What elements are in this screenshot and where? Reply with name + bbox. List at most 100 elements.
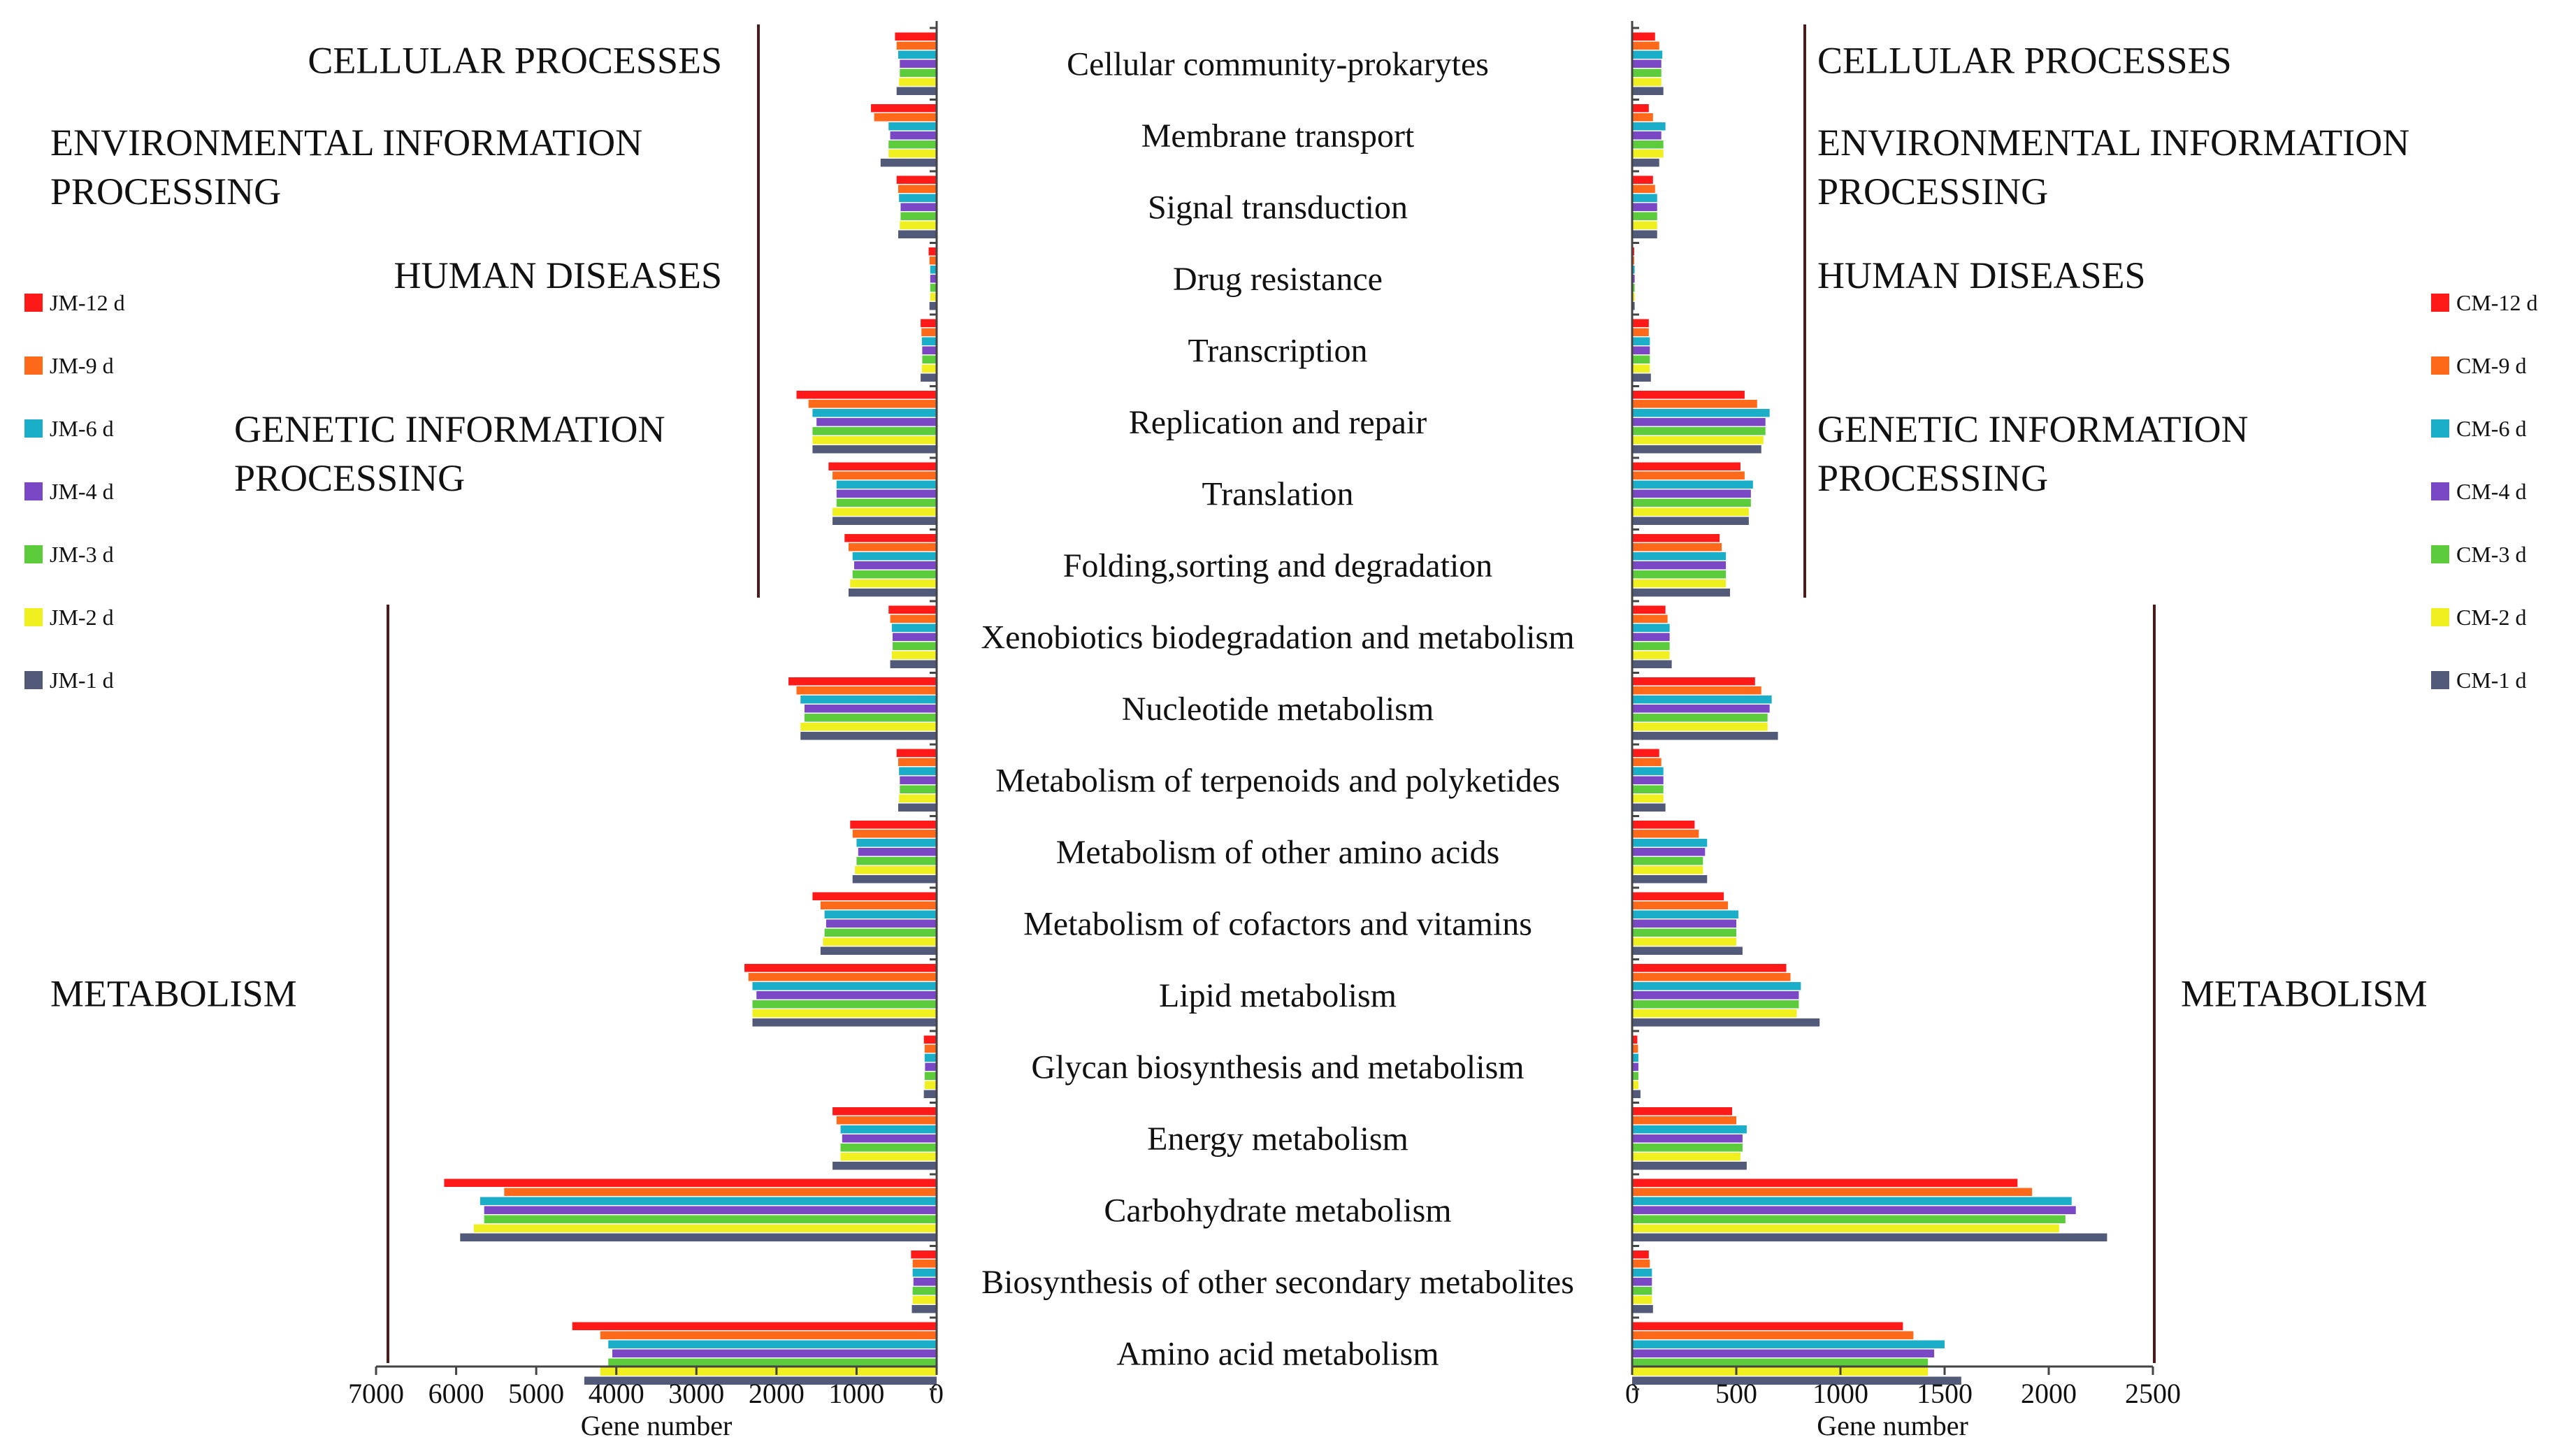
legend-swatch-jm-6-d xyxy=(24,419,43,438)
bar-cm-9-d-carbohydrate-metabolism xyxy=(1632,1188,2033,1196)
bar-cm-6-d-metabolism-of-terpenoids-and-polyketides xyxy=(1632,767,1664,775)
bar-jm-12-d-glycan-biosynthesis-and-metabolism xyxy=(923,1035,937,1044)
x-tick-label-right-2500: 2500 xyxy=(2125,1378,2181,1409)
bar-cm-4-d-amino-acid-metabolism xyxy=(1632,1349,1935,1357)
bar-jm-1-d-replication-and-repair xyxy=(812,445,937,454)
bar-cm-1-d-lipid-metabolism xyxy=(1632,1018,1820,1027)
bar-cm-3-d-cellular-community-prokarytes xyxy=(1632,69,1662,77)
bar-jm-9-d-replication-and-repair xyxy=(808,400,937,408)
legend-swatch-cm-9-d xyxy=(2431,356,2449,375)
category-label-transcription: Transcription xyxy=(1188,332,1368,369)
bar-jm-12-d-transcription xyxy=(921,319,937,327)
bar-jm-2-d-drug-resistance xyxy=(930,293,937,301)
x-tick-label-left-4000: 4000 xyxy=(589,1378,644,1409)
bar-jm-9-d-biosynthesis-of-other-secondary-metabolites xyxy=(912,1260,937,1268)
bar-jm-6-d-replication-and-repair xyxy=(812,409,937,417)
bar-jm-4-d-metabolism-of-terpenoids-and-polyketides xyxy=(900,776,937,784)
bar-cm-1-d-transcription xyxy=(1632,373,1651,382)
bar-jm-9-d-transcription xyxy=(921,328,937,336)
bar-jm-3-d-transcription xyxy=(922,355,937,363)
bar-cm-12-d-membrane-transport xyxy=(1632,104,1649,113)
bar-cm-6-d-metabolism-of-cofactors-and-vitamins xyxy=(1632,910,1738,918)
bar-cm-4-d-replication-and-repair xyxy=(1632,418,1766,426)
bar-jm-6-d-energy-metabolism xyxy=(840,1125,937,1134)
bar-jm-2-d-transcription xyxy=(921,364,937,373)
bar-cm-9-d-nucleotide-metabolism xyxy=(1632,686,1761,695)
x-tick-label-left-2000: 2000 xyxy=(749,1378,805,1409)
bar-cm-4-d-nucleotide-metabolism xyxy=(1632,705,1770,713)
bar-cm-9-d-glycan-biosynthesis-and-metabolism xyxy=(1632,1044,1638,1053)
bar-jm-4-d-folding-sorting-and-degradation xyxy=(853,561,937,570)
group-label-right-environmental-information-processing: ENVIRONMENTAL INFORMATION PROCESSING xyxy=(1817,122,2409,212)
x-tick-label-left-0: 0 xyxy=(930,1378,944,1409)
bar-cm-6-d-lipid-metabolism xyxy=(1632,982,1801,990)
bar-jm-3-d-nucleotide-metabolism xyxy=(804,714,937,722)
group-label-left-human-diseases: HUMAN DISEASES xyxy=(394,254,722,296)
legend-label-jm-6-d: JM-6 d xyxy=(50,416,114,441)
bar-jm-1-d-lipid-metabolism xyxy=(752,1018,937,1027)
bar-cm-3-d-drug-resistance xyxy=(1632,284,1635,292)
group-label-right-metabolism: METABOLISM xyxy=(2181,972,2428,1014)
bar-cm-2-d-membrane-transport xyxy=(1632,150,1664,158)
bar-jm-9-d-carbohydrate-metabolism xyxy=(504,1188,937,1196)
legend-label-cm-1-d: CM-1 d xyxy=(2456,668,2526,693)
group-label-left-environmental-information-processing: ENVIRONMENTAL INFORMATION PROCESSING xyxy=(50,122,642,212)
bar-cm-2-d-transcription xyxy=(1632,364,1650,373)
bar-jm-1-d-signal-transduction xyxy=(898,230,937,238)
bar-jm-6-d-membrane-transport xyxy=(888,122,937,131)
legend-label-jm-9-d: JM-9 d xyxy=(50,353,114,378)
bar-jm-12-d-translation xyxy=(828,462,937,470)
legend-swatch-jm-1-d xyxy=(24,671,43,689)
legend-swatch-jm-9-d xyxy=(24,356,43,375)
bar-jm-2-d-lipid-metabolism xyxy=(752,1009,937,1018)
bar-jm-9-d-lipid-metabolism xyxy=(748,973,937,981)
bar-cm-4-d-biosynthesis-of-other-secondary-metabolites xyxy=(1632,1278,1652,1286)
bar-jm-2-d-replication-and-repair xyxy=(812,436,937,445)
bar-cm-9-d-translation xyxy=(1632,471,1745,480)
bar-cm-3-d-carbohydrate-metabolism xyxy=(1632,1215,2066,1223)
bar-cm-12-d-replication-and-repair xyxy=(1632,391,1745,399)
bar-jm-3-d-cellular-community-prokarytes xyxy=(900,69,937,77)
bar-jm-12-d-cellular-community-prokarytes xyxy=(895,32,937,41)
group-label-left-metabolism: METABOLISM xyxy=(50,972,297,1014)
bar-cm-1-d-nucleotide-metabolism xyxy=(1632,732,1778,740)
group-label-right-human-diseases: HUMAN DISEASES xyxy=(1817,254,2146,296)
category-labels: Cellular community-prokarytes Membrane tr… xyxy=(981,45,1574,1372)
bar-jm-2-d-biosynthesis-of-other-secondary-metabolites xyxy=(912,1296,937,1304)
category-label-energy-metabolism: Energy metabolism xyxy=(1147,1120,1408,1158)
bar-jm-12-d-membrane-transport xyxy=(871,104,937,113)
bar-jm-1-d-drug-resistance xyxy=(929,302,937,310)
bar-cm-12-d-translation xyxy=(1632,462,1740,470)
bar-jm-4-d-translation xyxy=(836,489,937,498)
bar-jm-12-d-drug-resistance xyxy=(928,247,937,256)
legend-swatch-jm-4-d xyxy=(24,482,43,500)
bar-jm-9-d-energy-metabolism xyxy=(836,1116,937,1125)
bar-cm-1-d-membrane-transport xyxy=(1632,159,1659,167)
bar-jm-3-d-metabolism-of-other-amino-acids xyxy=(856,857,937,865)
legend-label-cm-12-d: CM-12 d xyxy=(2456,290,2537,315)
bar-jm-6-d-metabolism-of-cofactors-and-vitamins xyxy=(824,910,937,918)
bar-cm-9-d-metabolism-of-terpenoids-and-polyketides xyxy=(1632,758,1662,766)
bar-cm-12-d-nucleotide-metabolism xyxy=(1632,677,1755,686)
bar-cm-6-d-energy-metabolism xyxy=(1632,1125,1747,1134)
bar-jm-4-d-transcription xyxy=(922,346,937,354)
bar-jm-4-d-cellular-community-prokarytes xyxy=(900,59,937,68)
legend-swatch-cm-4-d xyxy=(2431,482,2449,500)
bar-jm-1-d-cellular-community-prokarytes xyxy=(896,87,937,95)
bar-cm-9-d-transcription xyxy=(1632,328,1649,336)
bar-cm-4-d-membrane-transport xyxy=(1632,131,1662,140)
bar-jm-4-d-metabolism-of-cofactors-and-vitamins xyxy=(826,919,937,928)
legend-label-cm-4-d: CM-4 d xyxy=(2456,479,2526,504)
bar-jm-6-d-glycan-biosynthesis-and-metabolism xyxy=(924,1053,937,1062)
legend-label-jm-1-d: JM-1 d xyxy=(50,668,114,693)
bar-cm-3-d-energy-metabolism xyxy=(1632,1144,1743,1152)
bar-cm-2-d-folding-sorting-and-degradation xyxy=(1632,579,1727,588)
bar-cm-1-d-metabolism-of-other-amino-acids xyxy=(1632,875,1708,884)
bar-cm-9-d-biosynthesis-of-other-secondary-metabolites xyxy=(1632,1260,1650,1268)
bar-cm-9-d-cellular-community-prokarytes xyxy=(1632,41,1659,50)
x-axis-right: 0 500 1000 1500 2000 2500 Gene number xyxy=(1625,21,2181,1441)
group-label-left-cellular-processes: CELLULAR PROCESSES xyxy=(308,39,722,81)
legend-label-cm-3-d: CM-3 d xyxy=(2456,542,2526,567)
bar-jm-4-d-metabolism-of-other-amino-acids xyxy=(858,848,937,856)
